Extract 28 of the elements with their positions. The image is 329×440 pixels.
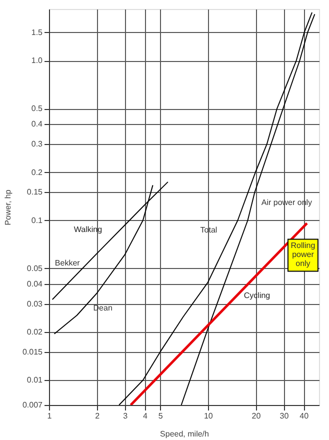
y-tick-label: 0.5 — [31, 104, 44, 114]
y-tick-label: 0.05 — [26, 264, 44, 273]
y-tick-label: 1.5 — [31, 28, 44, 37]
y-tick-label: 0.015 — [22, 348, 44, 357]
x-tick-label: 30 — [280, 412, 290, 420]
y-axis-title: Power, hp — [3, 189, 12, 226]
y-tick-label: 0.2 — [31, 168, 44, 177]
x-axis-title: Speed, mile/h — [160, 430, 209, 438]
x-tick-label: 5 — [158, 412, 164, 420]
x-tick-label: 10 — [204, 412, 214, 420]
series-label: Rolling power only — [290, 241, 316, 268]
x-tick-label: 3 — [123, 412, 128, 420]
x-tick-label: 1 — [47, 412, 52, 420]
series-label: Bekker — [54, 258, 80, 268]
y-tick-label: 0.007 — [22, 400, 44, 410]
x-tick-label: 4 — [142, 412, 148, 420]
x-tick-label: 2 — [95, 412, 100, 420]
y-tick-label: 0.03 — [26, 299, 44, 308]
y-tick-label: 0.3 — [31, 140, 44, 149]
x-tick-label: 40 — [300, 412, 310, 420]
y-tick-label: 0.04 — [26, 279, 44, 288]
y-tick-label: 1.0 — [31, 56, 44, 66]
y-tick-label: 0.01 — [26, 376, 44, 385]
x-tick-label: 20 — [252, 412, 262, 420]
y-tick-label: 0.4 — [31, 120, 44, 129]
y-tick-label: 0.15 — [26, 188, 44, 197]
y-tick-label: 0.02 — [26, 328, 44, 337]
y-tick-label: 0.1 — [31, 216, 44, 225]
